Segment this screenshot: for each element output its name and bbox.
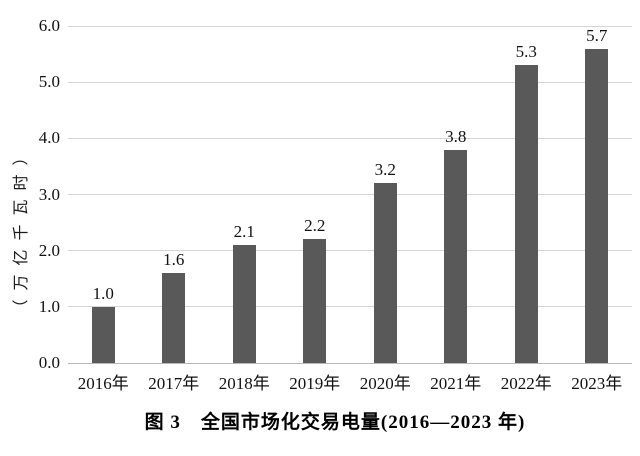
y-axis-tick-label: 2.0 bbox=[38, 240, 60, 260]
bar-column-2020: 3.2 bbox=[350, 26, 421, 363]
bar-2016 bbox=[91, 306, 115, 363]
gridline bbox=[68, 250, 632, 252]
bar-value-label: 1.0 bbox=[92, 283, 114, 303]
bar-2019 bbox=[303, 239, 327, 363]
bar-value-label: 1.6 bbox=[163, 250, 185, 270]
bar-value-label: 2.1 bbox=[233, 222, 255, 242]
bar-2018 bbox=[232, 245, 256, 363]
bar-2022 bbox=[514, 65, 538, 363]
gridline bbox=[68, 306, 632, 308]
x-axis-tick-label: 2018年 bbox=[218, 374, 270, 393]
x-axis-tick-label: 2016年 bbox=[77, 374, 129, 393]
y-axis-tick-label: 5.0 bbox=[38, 72, 60, 92]
x-axis-tick-labels: 2016年 2017年 2018年 2019年 2020年 2021年 2022年 2023年 bbox=[68, 369, 632, 394]
bar-column-2018: 2.1 bbox=[209, 26, 280, 363]
y-axis-label: （万亿千瓦时） bbox=[13, 140, 30, 316]
bar-value-label: 3.8 bbox=[445, 126, 467, 146]
x-axis-tick-label: 2023年 bbox=[571, 374, 623, 393]
x-axis-tick-label: 2017年 bbox=[148, 374, 200, 393]
bar-column-2016: 1.0 bbox=[68, 26, 139, 363]
bar-2017 bbox=[162, 273, 186, 363]
x-axis-tick-label: 2022年 bbox=[500, 374, 552, 393]
bar-column-2019: 2.2 bbox=[280, 26, 351, 363]
bar-column-2017: 1.6 bbox=[139, 26, 210, 363]
gridline bbox=[68, 25, 632, 27]
bar-value-label: 3.2 bbox=[374, 160, 396, 180]
y-axis-tick-label: 1.0 bbox=[38, 296, 60, 316]
bar-2023 bbox=[585, 49, 609, 363]
bar-value-label: 2.2 bbox=[304, 216, 326, 236]
bar-2020 bbox=[373, 183, 397, 363]
bar-2021 bbox=[444, 149, 468, 363]
bar-column-2022: 5.3 bbox=[491, 26, 562, 363]
gridline bbox=[68, 81, 632, 83]
bar-column-2023: 5.7 bbox=[562, 26, 633, 363]
x-axis-tick-label: 2019年 bbox=[289, 374, 341, 393]
bar-column-2021: 3.8 bbox=[421, 26, 492, 363]
y-axis-tick-label: 3.0 bbox=[38, 184, 60, 204]
bar-series: 1.0 1.6 2.1 2.2 3.2 3.8 5.3 5.7 bbox=[68, 26, 632, 363]
x-axis-tick-label: 2021年 bbox=[430, 374, 482, 393]
bar-value-label: 5.3 bbox=[515, 42, 537, 62]
chart-caption: 图 3 全国市场化交易电量(2016—2023 年) bbox=[144, 412, 526, 433]
y-axis-tick-label: 0.0 bbox=[38, 353, 60, 372]
bar-value-label: 5.7 bbox=[586, 26, 608, 45]
y-axis-tick-label: 6.0 bbox=[38, 16, 60, 35]
gridline bbox=[68, 194, 632, 195]
x-axis-tick-label: 2020年 bbox=[359, 374, 411, 393]
gridline bbox=[68, 137, 632, 139]
y-axis-tick-label: 4.0 bbox=[38, 128, 60, 148]
plot-area: 1.0 1.6 2.1 2.2 3.2 3.8 5.3 5.7 bbox=[68, 25, 632, 364]
